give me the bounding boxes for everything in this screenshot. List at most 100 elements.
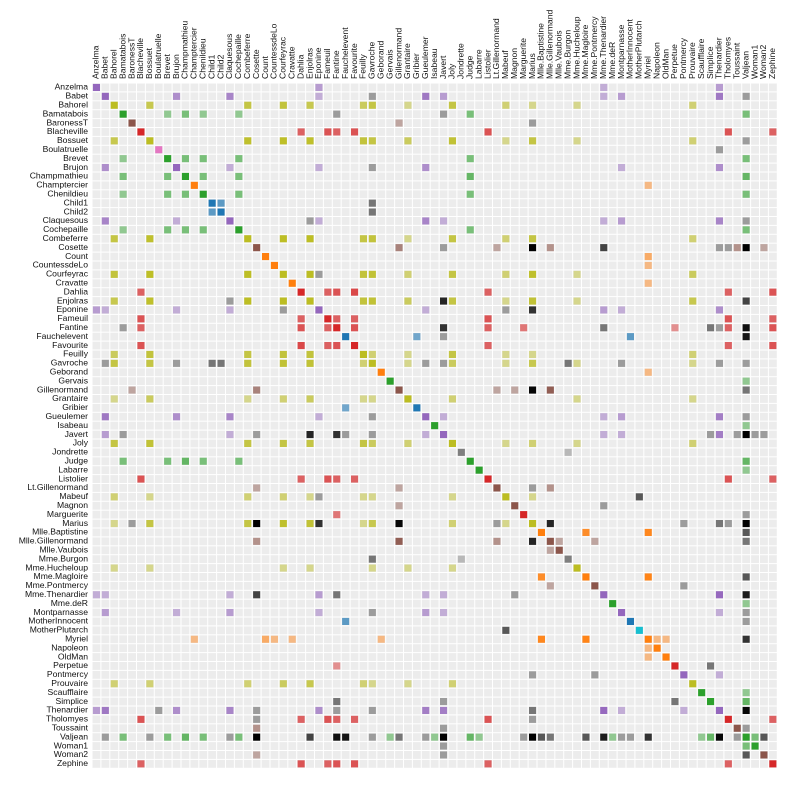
column-label: Courfeyrac: [278, 36, 288, 79]
cell: [600, 413, 608, 421]
column-label: Zephine: [767, 48, 777, 79]
cell: [368, 520, 376, 528]
column-label: Champtercier: [189, 27, 199, 79]
cell: [368, 564, 376, 572]
cell: [279, 493, 287, 501]
cell: [742, 110, 750, 118]
cell: [529, 520, 537, 528]
cell: [101, 413, 109, 421]
row-label: Marguerite: [47, 509, 88, 519]
cell: [279, 270, 287, 278]
cell: [493, 386, 501, 394]
row-label: Mme.Pontmercy: [25, 580, 88, 590]
cell: [351, 760, 359, 768]
cell: [253, 751, 261, 759]
cell: [101, 706, 109, 714]
row-label: Listolier: [58, 473, 88, 483]
cell: [244, 493, 252, 501]
row-label: MotherInnocent: [28, 616, 88, 626]
cell: [395, 484, 403, 492]
cell: [306, 431, 314, 439]
cell: [689, 297, 697, 305]
cell: [404, 235, 412, 243]
cell: [715, 92, 723, 100]
cell: [324, 324, 332, 332]
column-label: MotherInnocent: [625, 19, 635, 79]
cell: [333, 511, 341, 519]
cell: [742, 635, 750, 643]
cell: [164, 226, 172, 234]
cell: [484, 760, 492, 768]
column-label: Mme.Thenardier: [598, 16, 608, 79]
cell: [181, 155, 189, 163]
row-label: Lt.Gillenormand: [27, 482, 88, 492]
cell: [315, 83, 323, 91]
row-label: Mme.Hucheloup: [25, 562, 88, 572]
cell: [689, 359, 697, 367]
cell: [742, 431, 750, 439]
cell: [226, 733, 234, 741]
column-label: Gribier: [411, 53, 421, 79]
cell: [707, 324, 715, 332]
cell: [279, 564, 287, 572]
cell: [306, 359, 314, 367]
cell: [422, 413, 430, 421]
cell: [315, 591, 323, 599]
cell: [359, 439, 367, 447]
row-label: Judge: [65, 456, 89, 466]
cell: [448, 270, 456, 278]
cell: [537, 528, 545, 536]
column-label: Cravatte: [287, 46, 297, 79]
cell: [484, 342, 492, 350]
cell: [742, 137, 750, 145]
cell: [164, 733, 172, 741]
column-label: Bahorel: [109, 49, 119, 79]
cell: [404, 297, 412, 305]
cell: [502, 101, 510, 109]
cell: [368, 395, 376, 403]
cell: [199, 226, 207, 234]
cell: [368, 493, 376, 501]
cell: [128, 119, 136, 127]
column-label: Valjean: [740, 51, 750, 79]
cell: [262, 253, 270, 261]
cell: [600, 244, 608, 252]
column-label: Isabeau: [429, 48, 439, 79]
row-label: Napoleon: [51, 642, 88, 652]
row-label: Scaufflaire: [48, 687, 89, 697]
row-label: Fauchelevent: [36, 331, 88, 341]
cell: [190, 635, 198, 643]
cell: [760, 244, 768, 252]
cell: [742, 528, 750, 536]
cell: [333, 110, 341, 118]
cell: [315, 520, 323, 528]
cell: [146, 137, 154, 145]
cell: [279, 520, 287, 528]
cell: [226, 413, 234, 421]
column-label: Combeferre: [242, 33, 252, 79]
column-label: Mme.Magloire: [580, 24, 590, 79]
cell: [359, 350, 367, 358]
cell: [306, 395, 314, 403]
cell: [137, 128, 145, 136]
cell: [181, 457, 189, 465]
cell: [733, 244, 741, 252]
column-label: Mme.deR: [607, 42, 617, 79]
cell: [359, 680, 367, 688]
cell: [315, 413, 323, 421]
cell: [440, 333, 448, 341]
cell: [146, 439, 154, 447]
cell: [440, 324, 448, 332]
row-label: Babet: [66, 91, 89, 101]
cell: [644, 733, 652, 741]
cell: [297, 475, 305, 483]
cell: [448, 297, 456, 305]
cell: [146, 395, 154, 403]
cell: [742, 217, 750, 225]
cell: [119, 457, 127, 465]
cell: [689, 395, 697, 403]
cell: [368, 92, 376, 100]
cell: [110, 235, 118, 243]
cell: [395, 386, 403, 394]
cell: [769, 315, 777, 323]
